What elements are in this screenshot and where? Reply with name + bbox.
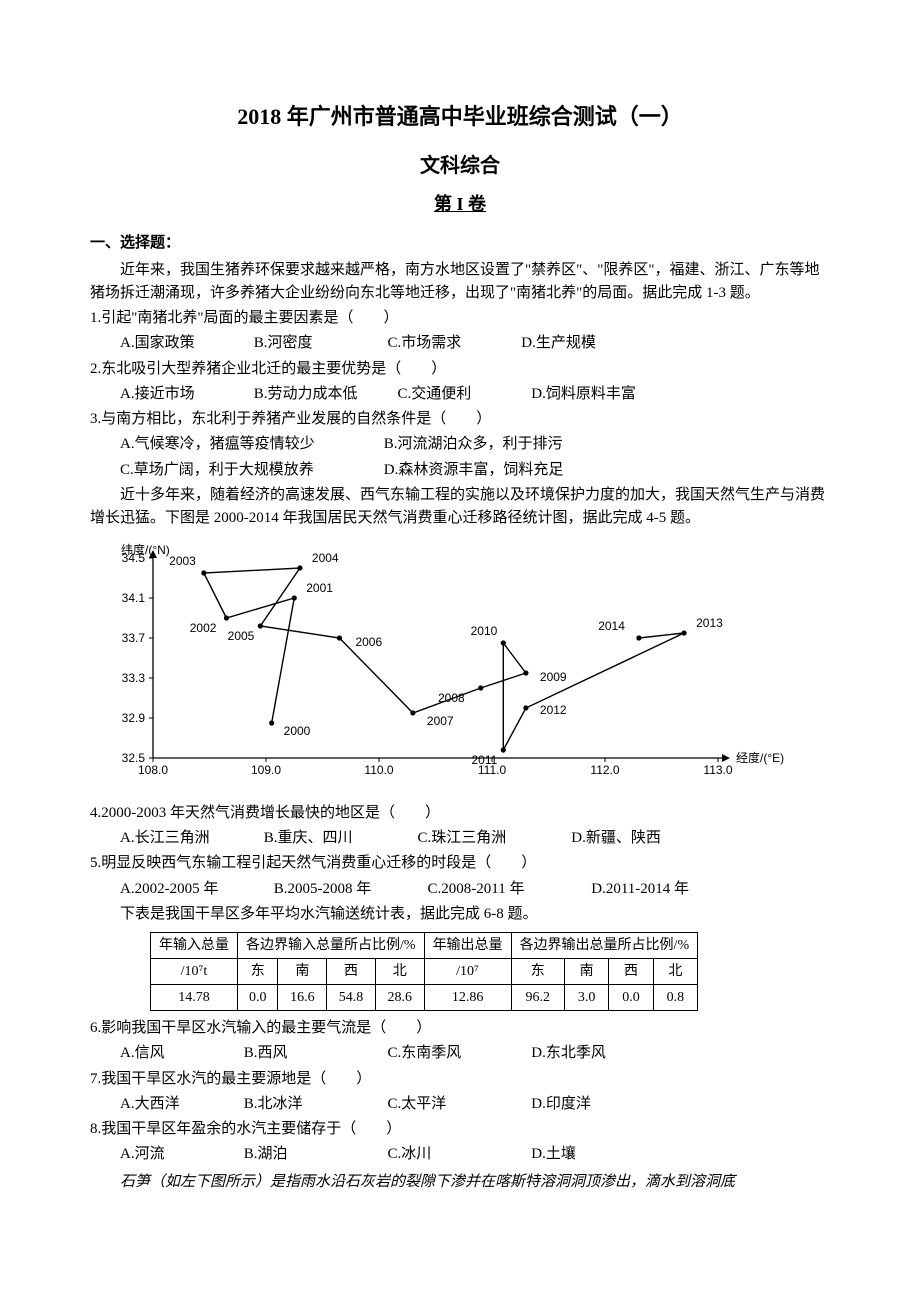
q1-b: B.河密度 <box>254 332 384 355</box>
svg-text:2000: 2000 <box>284 724 311 738</box>
svg-text:32.9: 32.9 <box>122 711 146 725</box>
svg-text:108.0: 108.0 <box>138 763 168 777</box>
q3-a: A.气候寒冷，猪瘟等疫情较少 <box>120 433 380 456</box>
q4-d: D.新疆、陕西 <box>571 827 661 850</box>
q6-c: C.东南季风 <box>388 1042 528 1065</box>
q7-options: A.大西洋 B.北冰洋 C.太平洋 D.印度洋 <box>120 1093 830 1116</box>
svg-text:2011: 2011 <box>471 753 497 767</box>
svg-text:2010: 2010 <box>471 624 498 638</box>
svg-text:2004: 2004 <box>312 551 339 565</box>
q8-b: B.湖泊 <box>244 1143 384 1166</box>
q7-a: A.大西洋 <box>120 1093 240 1116</box>
svg-text:2014: 2014 <box>598 619 625 633</box>
q4-b: B.重庆、四川 <box>264 827 414 850</box>
q5-d: D.2011-2014 年 <box>591 878 689 901</box>
q8-options: A.河流 B.湖泊 C.冰川 D.土壤 <box>120 1143 830 1166</box>
svg-text:2013: 2013 <box>696 616 723 630</box>
title-sub: 文科综合 <box>90 151 830 181</box>
q7-c: C.太平洋 <box>388 1093 528 1116</box>
svg-text:2012: 2012 <box>540 703 567 717</box>
q2-d: D.饲料原料丰富 <box>531 383 681 406</box>
q7-stem: 7.我国干旱区水汽的最主要源地是（ ） <box>90 1068 830 1091</box>
q8-d: D.土壤 <box>531 1143 576 1166</box>
q4-stem: 4.2000-2003 年天然气消费增长最快的地区是（ ） <box>90 802 830 825</box>
q5-c: C.2008-2011 年 <box>428 878 588 901</box>
title-part: 第 I 卷 <box>90 191 830 218</box>
q1-a: A.国家政策 <box>120 332 250 355</box>
q6-options: A.信风 B.西风 C.东南季风 D.东北季风 <box>120 1042 830 1065</box>
section-heading: 一、选择题： <box>90 232 830 255</box>
svg-text:33.7: 33.7 <box>122 631 146 645</box>
svg-text:2008: 2008 <box>438 691 465 705</box>
q3-c: C.草场广阔，利于大规模放养 <box>120 459 380 482</box>
q6-b: B.西风 <box>244 1042 384 1065</box>
q2-a: A.接近市场 <box>120 383 250 406</box>
svg-text:2001: 2001 <box>306 581 333 595</box>
svg-text:2002: 2002 <box>190 621 217 635</box>
q7-b: B.北冰洋 <box>244 1093 384 1116</box>
svg-text:纬度/(°N): 纬度/(°N) <box>121 542 170 557</box>
svg-text:2007: 2007 <box>427 714 454 728</box>
q6-stem: 6.影响我国干旱区水汽输入的最主要气流是（ ） <box>90 1017 830 1040</box>
passage-1: 近年来，我国生猪养环保要求越来越严格，南方水地区设置了"禁养区"、"限养区"，福… <box>90 259 830 306</box>
svg-text:109.0: 109.0 <box>251 763 281 777</box>
svg-text:110.0: 110.0 <box>364 763 393 777</box>
q1-d: D.生产规模 <box>521 332 651 355</box>
q8-a: A.河流 <box>120 1143 240 1166</box>
q3-options-row2: C.草场广阔，利于大规模放养 D.森林资源丰富，饲料充足 <box>120 459 830 482</box>
q3-stem: 3.与南方相比，东北利于养猪产业发展的自然条件是（ ） <box>90 408 830 431</box>
q2-options: A.接近市场 B.劳动力成本低 C.交通便利 D.饲料原料丰富 <box>120 383 830 406</box>
q3-options-row1: A.气候寒冷，猪瘟等疫情较少 B.河流湖泊众多，利于排污 <box>120 433 830 456</box>
q3-d: D.森林资源丰富，饲料充足 <box>384 459 564 482</box>
footer-passage: 石笋（如左下图所示）是指雨水沿石灰岩的裂隙下渗并在喀斯特溶洞洞顶渗出，滴水到溶洞… <box>90 1171 830 1194</box>
svg-text:2005: 2005 <box>228 629 255 643</box>
svg-text:112.0: 112.0 <box>590 763 619 777</box>
svg-text:2009: 2009 <box>540 670 567 684</box>
q1-stem: 1.引起"南猪北养"局面的最主要因素是（ ） <box>90 307 830 330</box>
q7-d: D.印度洋 <box>531 1093 591 1116</box>
svg-text:113.0: 113.0 <box>703 763 732 777</box>
q3-b: B.河流湖泊众多，利于排污 <box>384 433 563 456</box>
q1-options: A.国家政策 B.河密度 C.市场需求 D.生产规模 <box>120 332 830 355</box>
passage-2: 近十多年来，随着经济的高速发展、西气东输工程的实施以及环境保护力度的加大，我国天… <box>90 484 830 531</box>
q1-c: C.市场需求 <box>388 332 518 355</box>
svg-text:经度/(°E): 经度/(°E) <box>736 750 784 765</box>
q8-stem: 8.我国干旱区年盈余的水汽主要储存于（ ） <box>90 1118 830 1141</box>
svg-text:2003: 2003 <box>169 554 196 568</box>
q5-b: B.2005-2008 年 <box>274 878 424 901</box>
svg-text:34.1: 34.1 <box>122 591 146 605</box>
passage-3: 下表是我国干旱区多年平均水汽输送统计表，据此完成 6-8 题。 <box>90 903 830 926</box>
migration-chart: 32.532.933.333.734.134.5108.0109.0110.01… <box>98 538 830 796</box>
q4-c: C.珠江三角洲 <box>418 827 568 850</box>
q5-a: A.2002-2005 年 <box>120 878 270 901</box>
vapor-table: 年输入总量各边界输入总量所占比例/%年输出总量各边界输出总量所占比例/%/10⁷… <box>150 932 830 1011</box>
q5-stem: 5.明显反映西气东输工程引起天然气消费重心迁移的时段是（ ） <box>90 852 830 875</box>
q6-d: D.东北季风 <box>531 1042 606 1065</box>
q8-c: C.冰川 <box>388 1143 528 1166</box>
q4-options: A.长江三角洲 B.重庆、四川 C.珠江三角洲 D.新疆、陕西 <box>120 827 830 850</box>
q4-a: A.长江三角洲 <box>120 827 260 850</box>
svg-text:2006: 2006 <box>355 635 382 649</box>
svg-text:33.3: 33.3 <box>122 671 146 685</box>
q5-options: A.2002-2005 年 B.2005-2008 年 C.2008-2011 … <box>120 878 830 901</box>
q2-c: C.交通便利 <box>398 383 528 406</box>
q2-stem: 2.东北吸引大型养猪企业北迁的最主要优势是（ ） <box>90 358 830 381</box>
q6-a: A.信风 <box>120 1042 240 1065</box>
q2-b: B.劳动力成本低 <box>254 383 394 406</box>
title-main: 2018 年广州市普通高中毕业班综合测试（一） <box>90 100 830 133</box>
